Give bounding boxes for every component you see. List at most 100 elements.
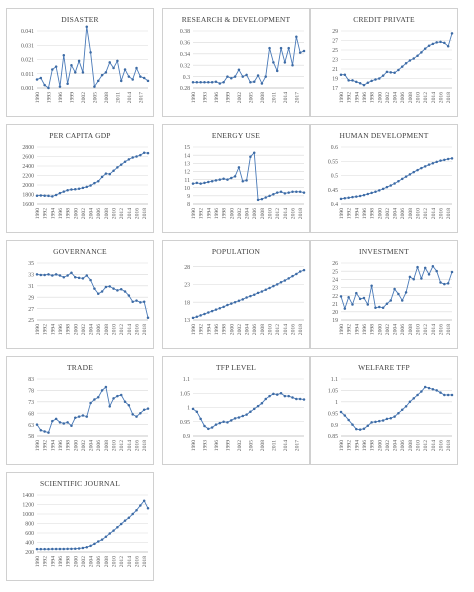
chart-title: RESEARCH & DEVELOPMENT — [181, 15, 291, 24]
x-tick-label: 2008 — [104, 556, 110, 567]
data-point — [108, 285, 111, 288]
x-tick-label: 2000 — [377, 92, 383, 103]
y-tick-label: 63 — [28, 423, 34, 429]
x-tick-label: 2006 — [96, 556, 102, 567]
data-point — [203, 312, 206, 316]
x-tick-label: 1993 — [46, 92, 52, 103]
data-point — [139, 75, 142, 78]
x-tick-label: 2008 — [104, 92, 110, 103]
x-tick-label: 2010 — [416, 92, 422, 103]
data-point — [249, 155, 252, 159]
data-point — [66, 188, 69, 192]
data-point — [302, 268, 306, 272]
x-tick-label: 1990 — [339, 440, 345, 451]
x-tick-label: 2006 — [96, 440, 102, 451]
data-point — [123, 400, 127, 404]
y-tick-label: 10 — [184, 186, 190, 192]
data-point — [416, 265, 419, 269]
data-point — [74, 547, 77, 551]
data-point — [47, 273, 50, 276]
x-tick-label: 1994 — [354, 440, 360, 451]
y-tick-label: 1000 — [22, 512, 34, 518]
chart-title: DISASTER — [61, 15, 99, 24]
data-point — [203, 424, 206, 428]
x-tick-label: 2008 — [104, 208, 110, 219]
data-point — [77, 415, 81, 418]
data-point — [268, 286, 271, 290]
x-tick-label: 1992 — [43, 556, 49, 567]
x-tick-label: 2018 — [446, 208, 452, 219]
data-point — [435, 41, 438, 44]
y-tick-label: 13 — [184, 318, 190, 324]
data-point — [404, 405, 408, 408]
x-tick-label: 2014 — [127, 92, 133, 103]
x-tick-label: 1998 — [222, 208, 228, 219]
data-point — [66, 82, 69, 85]
data-point — [214, 80, 218, 83]
data-point — [339, 197, 343, 201]
y-tick-label: 15 — [184, 145, 190, 151]
data-point — [222, 420, 225, 423]
data-point — [81, 414, 85, 417]
data-point — [355, 291, 358, 295]
data-point — [385, 185, 389, 189]
data-point — [427, 273, 431, 276]
y-tick-label: 0.9 — [183, 434, 190, 440]
data-point — [272, 192, 275, 196]
x-tick-label: 2014 — [431, 92, 437, 103]
data-point — [237, 166, 241, 169]
data-point — [295, 35, 298, 38]
x-tick-label: 2010 — [112, 440, 118, 451]
y-tick-label: 2200 — [22, 174, 34, 180]
data-point — [423, 47, 427, 50]
data-point — [51, 547, 54, 551]
x-tick-label: 2014 — [127, 440, 133, 451]
data-point — [214, 308, 218, 311]
data-point — [62, 276, 66, 279]
series-line — [37, 499, 149, 550]
data-point — [210, 81, 214, 84]
x-tick-label: 2008 — [408, 440, 414, 451]
y-tick-label: 12 — [184, 170, 190, 176]
data-point — [195, 81, 199, 84]
x-tick-label: 2008 — [408, 92, 414, 103]
data-point — [210, 426, 214, 429]
x-tick-label: 2016 — [439, 92, 445, 103]
data-point — [195, 410, 199, 414]
x-tick-label: 1994 — [50, 208, 56, 219]
data-point — [112, 66, 115, 70]
data-point — [378, 189, 381, 192]
x-tick-label: 2010 — [416, 324, 422, 335]
data-point — [355, 427, 358, 431]
x-tick-label: 1992 — [199, 208, 205, 219]
data-point — [195, 181, 199, 185]
data-point — [420, 390, 423, 393]
data-point — [199, 314, 202, 317]
data-point — [35, 423, 39, 426]
data-point — [230, 77, 233, 80]
data-point — [439, 391, 442, 394]
x-tick-label: 1998 — [66, 556, 72, 567]
x-tick-label: 2016 — [439, 440, 445, 451]
data-point — [70, 188, 73, 191]
data-point — [272, 61, 275, 64]
x-tick-label: 1994 — [206, 324, 212, 335]
x-tick-label: 2008 — [260, 92, 266, 103]
data-point — [298, 51, 302, 54]
data-point — [108, 405, 111, 408]
data-point — [139, 504, 142, 507]
x-tick-label: 2004 — [393, 208, 399, 219]
data-point — [218, 178, 222, 181]
data-point — [85, 546, 89, 549]
x-tick-label: 2006 — [400, 440, 406, 451]
data-point — [191, 81, 195, 84]
chart-panel: TFP LEVEL 0.9 0.95 1 1.05 1.1 1990 1993 1996 1999… — [162, 356, 310, 465]
data-point — [431, 265, 435, 268]
chart-panel: CREDIT PRIVATE 17 19 21 23 25 27 29 1990 1992 1994… — [310, 8, 458, 117]
data-point — [366, 81, 370, 85]
chart-panel: GOVERNANCE 25 27 29 31 33 35 1990 1992 1994 1996 19… — [6, 240, 154, 349]
data-point — [339, 410, 343, 414]
data-point — [85, 274, 89, 277]
x-tick-label: 1999 — [225, 92, 231, 103]
